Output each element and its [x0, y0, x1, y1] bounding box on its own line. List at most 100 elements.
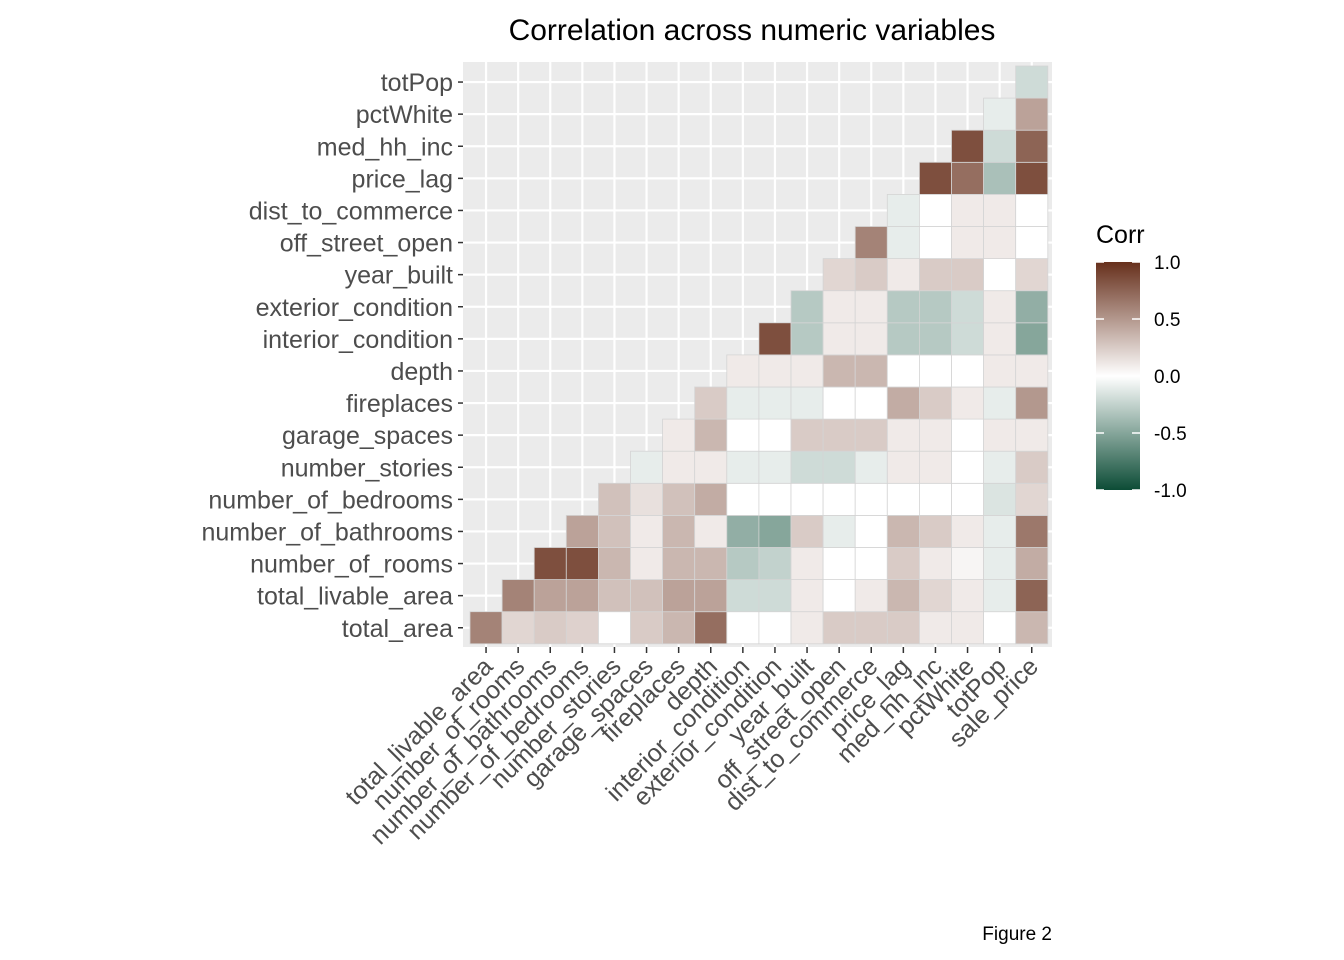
heatmap-cell [758, 418, 792, 452]
heatmap-cell [983, 97, 1017, 131]
heatmap-cell [662, 547, 696, 580]
heatmap-cell [919, 450, 952, 484]
heatmap-cell [951, 482, 984, 516]
heatmap-cell [1015, 354, 1049, 388]
heatmap-cell [919, 290, 952, 324]
heatmap-cell [886, 258, 920, 292]
legend: Corr 1.0 0.5 0.0 -0.5 -1.0 [1096, 221, 1187, 502]
heatmap-cell [886, 193, 920, 227]
legend-title: Corr [1096, 221, 1145, 249]
chart-title: Correlation across numeric variables [509, 14, 996, 47]
y-axis: total_area total_livable_area number_of_ro… [201, 69, 463, 643]
y-tick-label: number_of_bedrooms [208, 486, 453, 514]
heatmap-cell [951, 547, 984, 580]
legend-tick-label: 0.0 [1154, 367, 1180, 388]
heatmap-cell [822, 579, 856, 613]
heatmap-cell [983, 290, 1017, 324]
heatmap-cell [598, 482, 631, 516]
heatmap-cell [822, 386, 856, 420]
heatmap-cell [758, 547, 792, 580]
heatmap-cell [565, 515, 599, 548]
heatmap-cell [533, 579, 567, 613]
heatmap-cell [790, 482, 824, 516]
heatmap-cell [854, 547, 888, 580]
heatmap-cell [919, 579, 952, 613]
heatmap-cell [822, 515, 856, 548]
heatmap-cell [1015, 129, 1049, 163]
heatmap-cell [630, 547, 663, 580]
heatmap-cell [951, 418, 984, 452]
y-tick-label: price_lag [352, 165, 453, 193]
heatmap-cell [726, 515, 760, 548]
heatmap-cell [951, 579, 984, 613]
heatmap-cell [565, 611, 599, 645]
heatmap-cell [919, 482, 952, 516]
heatmap-cell [951, 226, 984, 259]
heatmap-cell [662, 450, 696, 484]
heatmap-cell [1015, 611, 1049, 645]
legend-tick-label: 0.5 [1154, 310, 1180, 331]
heatmap-cell [726, 611, 760, 645]
heatmap-cell [854, 258, 888, 292]
heatmap-cell [790, 322, 824, 356]
heatmap-cell [758, 579, 792, 613]
heatmap-cell [822, 322, 856, 356]
heatmap-cell [983, 258, 1017, 292]
heatmap-cell [501, 579, 535, 613]
heatmap-cell [983, 547, 1017, 580]
y-tick-label: year_built [345, 262, 453, 290]
heatmap-cell [983, 161, 1017, 195]
heatmap-cell [790, 418, 824, 452]
heatmap-cell [886, 450, 920, 484]
heatmap-cell [983, 386, 1017, 420]
heatmap-cell [854, 290, 888, 324]
heatmap-cell [886, 482, 920, 516]
heatmap-cell [694, 482, 728, 516]
heatmap-cell [919, 515, 952, 548]
heatmap-cell [758, 354, 792, 388]
heatmap-cell [822, 258, 856, 292]
heatmap-cell [726, 579, 760, 613]
heatmap-cell [758, 482, 792, 516]
heatmap-cell [886, 290, 920, 324]
heatmap-tiles [469, 65, 1049, 645]
heatmap-cell [630, 611, 663, 645]
heatmap-cell [854, 611, 888, 645]
heatmap-cell [790, 450, 824, 484]
heatmap-cell [662, 579, 696, 613]
y-tick-label: number_of_bathrooms [201, 518, 453, 546]
heatmap-cell [630, 515, 663, 548]
heatmap-cell [1015, 193, 1049, 227]
heatmap-cell [919, 354, 952, 388]
heatmap-cell [726, 482, 760, 516]
heatmap-cell [758, 386, 792, 420]
heatmap-cell [790, 547, 824, 580]
heatmap-cell [919, 161, 952, 195]
legend-tick-label: 1.0 [1154, 253, 1180, 274]
figure-caption: Figure 2 [982, 924, 1052, 945]
heatmap-cell [983, 354, 1017, 388]
heatmap-cell [694, 418, 728, 452]
heatmap-cell [694, 515, 728, 548]
heatmap-cell [983, 611, 1017, 645]
heatmap-cell [919, 193, 952, 227]
heatmap-cell [854, 450, 888, 484]
heatmap-cell [1015, 97, 1049, 131]
y-tick-label: garage_spaces [282, 422, 453, 450]
heatmap-cell [919, 386, 952, 420]
heatmap-cell [790, 579, 824, 613]
heatmap-cell [822, 290, 856, 324]
y-tick-label: med_hh_inc [317, 133, 453, 161]
heatmap-cell [951, 450, 984, 484]
y-tick-label: totPop [381, 69, 453, 97]
heatmap-cell [758, 450, 792, 484]
heatmap-cell [886, 226, 920, 259]
heatmap-cell [983, 450, 1017, 484]
heatmap-cell [790, 290, 824, 324]
heatmap-cell [822, 482, 856, 516]
heatmap-cell [951, 611, 984, 645]
heatmap-cell [598, 579, 631, 613]
heatmap-cell [822, 611, 856, 645]
heatmap-cell [886, 515, 920, 548]
heatmap-cell [854, 482, 888, 516]
